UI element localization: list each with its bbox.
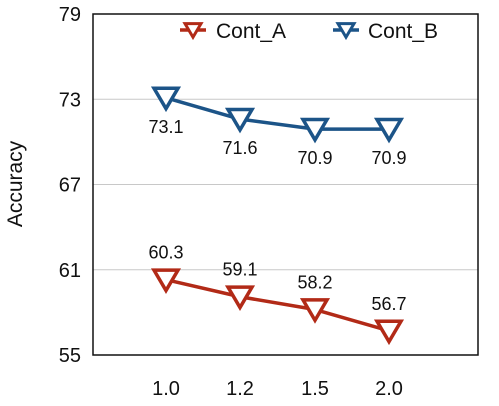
data-label: 73.1 [148, 117, 183, 137]
data-point-marker [373, 319, 405, 346]
data-labels: 60.3 59.1 58.2 56.7 73.1 71.6 70.9 70.9 [148, 117, 406, 314]
legend-label: Cont_B [368, 20, 438, 43]
x-tick-label: 2.0 [375, 378, 403, 400]
series-line-cont-a [165, 277, 390, 333]
data-label: 70.9 [371, 148, 406, 168]
data-point-marker [299, 298, 331, 324]
plot-frame [92, 13, 479, 356]
data-point-marker [224, 285, 256, 311]
data-label: 59.1 [222, 260, 257, 280]
legend-label: Cont_A [216, 20, 286, 43]
data-point-marker [150, 268, 182, 294]
data-point-marker [299, 117, 331, 144]
y-tick-label: 61 [59, 260, 81, 282]
y-axis-ticks: 55 61 67 73 79 [59, 4, 81, 367]
data-label: 60.3 [148, 243, 183, 263]
data-point-marker [373, 117, 405, 144]
series-line-cont-b [165, 96, 389, 131]
legend: Cont_A Cont_B [180, 20, 438, 43]
data-label: 56.7 [371, 294, 406, 314]
x-tick-label: 1.5 [301, 378, 329, 400]
data-label: 71.6 [222, 138, 257, 158]
x-tick-label: 1.2 [226, 378, 254, 400]
x-tick-label: 1.0 [152, 378, 180, 400]
x-axis-ticks: 1.0 1.2 1.5 2.0 [152, 378, 403, 400]
y-tick-label: 79 [59, 4, 81, 26]
data-point-marker [150, 86, 182, 113]
y-tick-label: 73 [59, 89, 81, 111]
data-label: 70.9 [297, 148, 332, 168]
y-tick-label: 55 [59, 345, 81, 367]
y-tick-label: 67 [59, 175, 81, 197]
legend-marker [335, 22, 357, 41]
data-point-marker [224, 107, 256, 134]
data-label: 58.2 [297, 273, 332, 293]
y-axis-label: Accuracy [4, 140, 27, 227]
series-lines [150, 86, 405, 346]
legend-marker [182, 22, 204, 41]
